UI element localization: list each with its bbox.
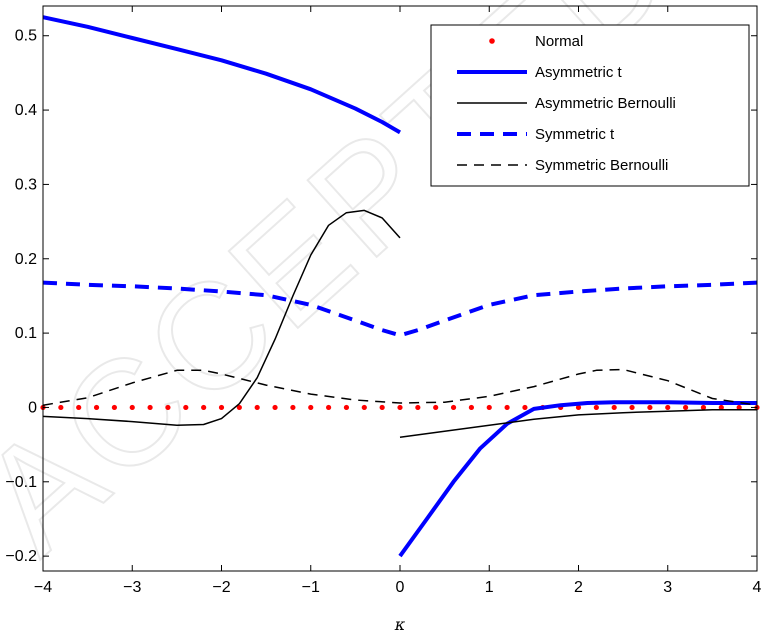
y-tick-label: −0.2 bbox=[5, 548, 37, 565]
data-point-normal bbox=[343, 404, 350, 411]
data-point-normal bbox=[433, 404, 439, 411]
legend-label-normal: Normal bbox=[535, 33, 583, 50]
data-point-normal bbox=[468, 404, 474, 411]
y-tick-label: 0.3 bbox=[15, 176, 37, 193]
data-point-normal bbox=[647, 404, 653, 411]
x-axis: −4 −3 −2 −1 0 1 2 3 4 bbox=[34, 6, 762, 596]
data-point-normal bbox=[736, 404, 742, 411]
data-point-normal bbox=[111, 404, 117, 411]
y-tick-label: 0 bbox=[28, 399, 37, 416]
series-asymmetric-t bbox=[42, 15, 757, 558]
data-point-normal bbox=[379, 404, 385, 411]
series-line-asymmetric-t-0 bbox=[42, 15, 402, 135]
y-tick-label: 0.2 bbox=[15, 251, 37, 268]
data-point-normal bbox=[308, 404, 314, 411]
y-axis: −0.2 −0.1 0 0.1 0.2 0.3 0.4 0.5 bbox=[5, 28, 757, 565]
data-point-normal bbox=[575, 404, 582, 411]
legend-label-symmetric-bernoulli: Symmetric Bernoulli bbox=[535, 157, 668, 174]
data-point-normal bbox=[236, 404, 242, 411]
y-tick-label: 0.4 bbox=[15, 102, 37, 119]
data-point-normal bbox=[629, 404, 635, 411]
data-point-normal bbox=[593, 404, 599, 411]
data-point-normal bbox=[76, 404, 82, 411]
x-tick-label: 2 bbox=[574, 579, 583, 596]
x-axis-label: κ bbox=[394, 615, 406, 634]
x-tick-label: 0 bbox=[396, 579, 405, 596]
data-point-normal bbox=[93, 404, 100, 411]
series-line-asymmetric-bernoulli-0 bbox=[42, 209, 401, 427]
legend-label-asymmetric-bernoulli: Asymmetric Bernoulli bbox=[535, 95, 676, 112]
x-tick-label: −3 bbox=[123, 579, 141, 596]
data-point-normal bbox=[397, 404, 403, 411]
data-point-normal bbox=[665, 404, 671, 411]
data-point-normal bbox=[326, 404, 332, 411]
legend-box bbox=[430, 24, 750, 187]
x-tick-label: −2 bbox=[212, 579, 230, 596]
x-tick-label: −1 bbox=[302, 579, 320, 596]
plot-area bbox=[40, 15, 760, 558]
legend: Normal Asymmetric t Asymmetric Bernoulli Sy… bbox=[430, 24, 750, 187]
data-point-normal bbox=[450, 404, 457, 411]
data-point-normal bbox=[183, 404, 189, 411]
data-point-normal bbox=[361, 404, 367, 411]
data-point-normal bbox=[254, 404, 260, 411]
x-tick-label: 3 bbox=[663, 579, 672, 596]
series-line-asymmetric-bernoulli-1 bbox=[399, 408, 757, 438]
data-point-normal bbox=[129, 404, 135, 411]
series-symmetric-bernoulli bbox=[42, 368, 758, 406]
data-point-normal bbox=[504, 404, 510, 411]
data-point-normal bbox=[522, 404, 528, 411]
data-point-normal bbox=[218, 404, 225, 411]
x-tick-label: 1 bbox=[485, 579, 494, 596]
legend-swatch-normal bbox=[489, 38, 495, 44]
series-asymmetric-bernoulli bbox=[42, 209, 757, 438]
x-tick-label: 4 bbox=[753, 579, 762, 596]
y-tick-label: 0.1 bbox=[15, 325, 37, 342]
legend-label-symmetric-t: Symmetric t bbox=[535, 126, 615, 143]
data-point-normal bbox=[415, 404, 421, 411]
data-point-normal bbox=[165, 404, 171, 411]
data-point-normal bbox=[718, 404, 724, 411]
series-line-symmetric-bernoulli-0 bbox=[42, 368, 758, 406]
data-point-normal bbox=[683, 404, 689, 411]
data-point-normal bbox=[700, 404, 707, 411]
x-tick-label: −4 bbox=[34, 579, 52, 596]
data-point-normal bbox=[486, 404, 492, 411]
data-point-normal bbox=[290, 404, 296, 411]
series-line-asymmetric-t-1 bbox=[398, 400, 757, 558]
data-point-normal bbox=[58, 404, 64, 411]
data-point-normal bbox=[147, 404, 153, 411]
data-point-normal bbox=[611, 404, 617, 411]
series-normal bbox=[40, 404, 760, 411]
y-tick-label: 0.5 bbox=[15, 28, 37, 45]
data-point-normal bbox=[272, 404, 278, 411]
y-tick-label: −0.1 bbox=[5, 474, 37, 491]
data-point-normal bbox=[201, 404, 207, 411]
legend-label-asymmetric-t: Asymmetric t bbox=[535, 64, 623, 81]
